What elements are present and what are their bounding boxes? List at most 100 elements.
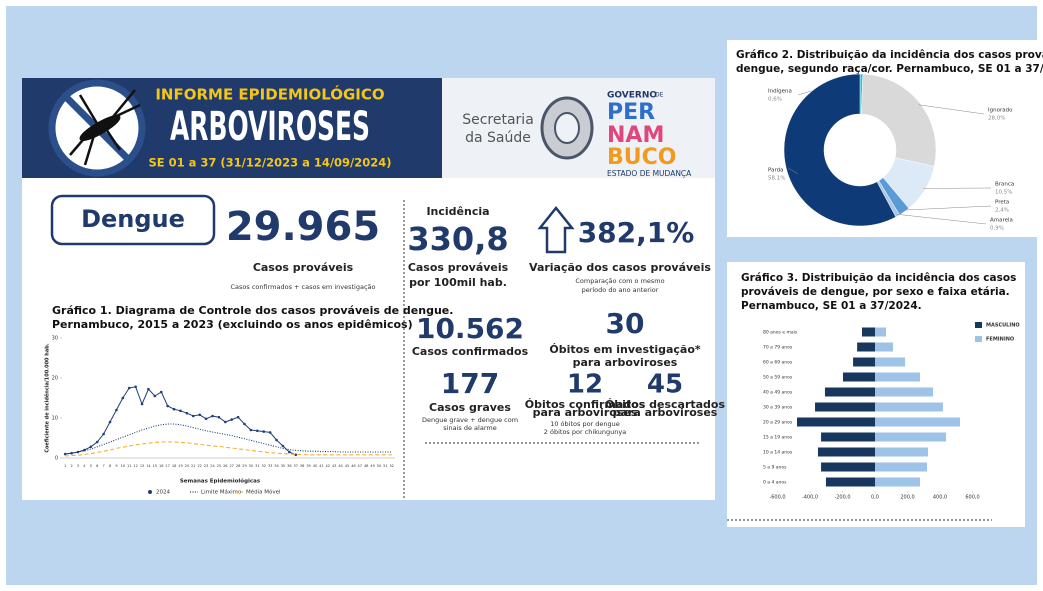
- series-point: [262, 430, 265, 433]
- department: da Saúde: [465, 130, 531, 146]
- chart-title: Gráfico 3. Distribuição da incidência do…: [741, 272, 1016, 284]
- y-axis-label: Coeficiente de incidência/100.000 hab.: [44, 343, 51, 452]
- legend-label: FEMININO: [986, 337, 1014, 343]
- series-point: [179, 410, 182, 413]
- series-point: [134, 386, 137, 389]
- x-axis-label: Semanas Epidemiológicas: [180, 478, 261, 485]
- y-tick-label: 10 a 14 anos: [763, 450, 793, 456]
- slice-value: 10,5%: [995, 190, 1012, 196]
- x-tick-label: 40: [313, 464, 317, 468]
- x-tick-label: 400,0: [933, 495, 947, 501]
- variation-note: período do ano anterior: [582, 286, 659, 294]
- x-tick-label: 47: [358, 464, 362, 468]
- y-tick-label: 30: [52, 336, 58, 342]
- x-tick-label: 32: [261, 464, 265, 468]
- x-tick-label: 49: [370, 464, 374, 468]
- x-tick-label: 200,0: [900, 495, 914, 501]
- x-tick-label: 51: [383, 464, 387, 468]
- deaths-discarded-label: para arboviroses: [613, 406, 718, 419]
- series-point: [275, 439, 278, 442]
- series-point: [186, 412, 189, 415]
- series-point: [109, 421, 112, 424]
- x-tick-label: 7: [103, 464, 105, 468]
- x-tick-label: 52: [390, 464, 394, 468]
- chart-title: Pernambuco, 2015 a 2023 (excluindo os an…: [52, 318, 413, 331]
- header-kicker: INFORME EPIDEMIOLÓGICO: [155, 85, 384, 104]
- slice-label: Ignorado: [988, 108, 1013, 114]
- x-tick-label: 36: [287, 464, 291, 468]
- bar: [875, 448, 928, 457]
- header-period: SE 01 a 37 (31/12/2023 a 14/09/2024): [148, 156, 391, 170]
- x-tick-label: 42: [326, 464, 330, 468]
- series-point: [128, 387, 131, 390]
- legend-label: 2024: [156, 490, 170, 496]
- crest: [555, 113, 579, 143]
- series-point: [211, 415, 214, 418]
- incidence-label: Casos prováveis: [408, 261, 509, 274]
- series-point: [205, 418, 208, 421]
- x-tick-label: 44: [338, 464, 343, 468]
- x-tick-label: 12: [133, 464, 137, 468]
- bar: [815, 403, 875, 412]
- bar: [875, 343, 893, 352]
- bar: [875, 463, 927, 472]
- slice-value: 0,6%: [768, 97, 782, 103]
- series-point: [198, 414, 201, 417]
- slice-value: 0,9%: [990, 226, 1004, 232]
- slice-label: Parda: [768, 168, 783, 174]
- series-point: [173, 408, 176, 411]
- series-point: [230, 418, 233, 421]
- bar: [825, 388, 875, 397]
- bar: [875, 418, 960, 427]
- series-point: [237, 416, 240, 419]
- x-tick-label: 600,0: [965, 495, 979, 501]
- slice-label: Indígena: [768, 88, 792, 95]
- series-point: [288, 451, 291, 454]
- series-point: [269, 431, 272, 434]
- y-tick-label: 40 a 49 anos: [763, 390, 793, 396]
- probable-note: Casos confirmados + casos em investigaçã…: [231, 283, 376, 291]
- series-point: [218, 416, 221, 419]
- y-tick-label: 15 a 19 anos: [763, 435, 793, 441]
- series-point: [282, 445, 285, 448]
- series-point: [147, 388, 150, 391]
- x-tick-label: 43: [332, 464, 336, 468]
- y-tick-label: 0: [55, 456, 58, 462]
- x-tick-label: 25: [217, 464, 221, 468]
- x-tick-label: 21: [191, 464, 195, 468]
- deaths-confirmed-note: 10 óbitos por dengue: [550, 420, 620, 428]
- series-point: [224, 421, 227, 424]
- series-point: [160, 391, 163, 394]
- slice-value: 2,4%: [995, 208, 1009, 214]
- probable-label: Casos prováveis: [253, 261, 354, 274]
- severe-value: 177: [441, 367, 499, 400]
- x-tick-label: 50: [377, 464, 381, 468]
- government: GOVERNO: [607, 91, 657, 101]
- incidence-title: Incidência: [426, 205, 489, 218]
- severe-note: sinais de alarme: [443, 424, 496, 432]
- series-point: [141, 403, 144, 406]
- government-de: DE: [655, 92, 664, 99]
- incidence-label: por 100mil hab.: [409, 276, 507, 289]
- y-tick-label: 10: [52, 416, 58, 422]
- confirmed-label: Casos confirmados: [412, 345, 529, 358]
- chart-title: Pernambuco, SE 01 a 37/2024.: [741, 300, 922, 312]
- bar: [857, 343, 875, 352]
- bar: [797, 418, 875, 427]
- probable-value: 29.965: [226, 204, 380, 250]
- chart-title: prováveis de dengue, por sexo e faixa et…: [741, 286, 1010, 298]
- x-tick-label: 28: [236, 464, 240, 468]
- series-point: [256, 430, 259, 433]
- incidence-value: 330,8: [407, 220, 508, 258]
- deaths-confirmed-value: 12: [567, 370, 603, 400]
- x-tick-label: 1: [64, 464, 66, 468]
- x-tick-label: 27: [229, 464, 233, 468]
- slice-label: Amarela: [990, 218, 1013, 224]
- y-tick-label: 60 a 69 anos: [763, 360, 793, 366]
- series-point: [154, 395, 157, 398]
- bar: [818, 448, 875, 457]
- x-tick-label: 30: [249, 464, 253, 468]
- severe-note: Dengue grave + dengue com: [422, 416, 518, 424]
- x-tick-label: 31: [255, 464, 259, 468]
- series-point: [166, 405, 169, 408]
